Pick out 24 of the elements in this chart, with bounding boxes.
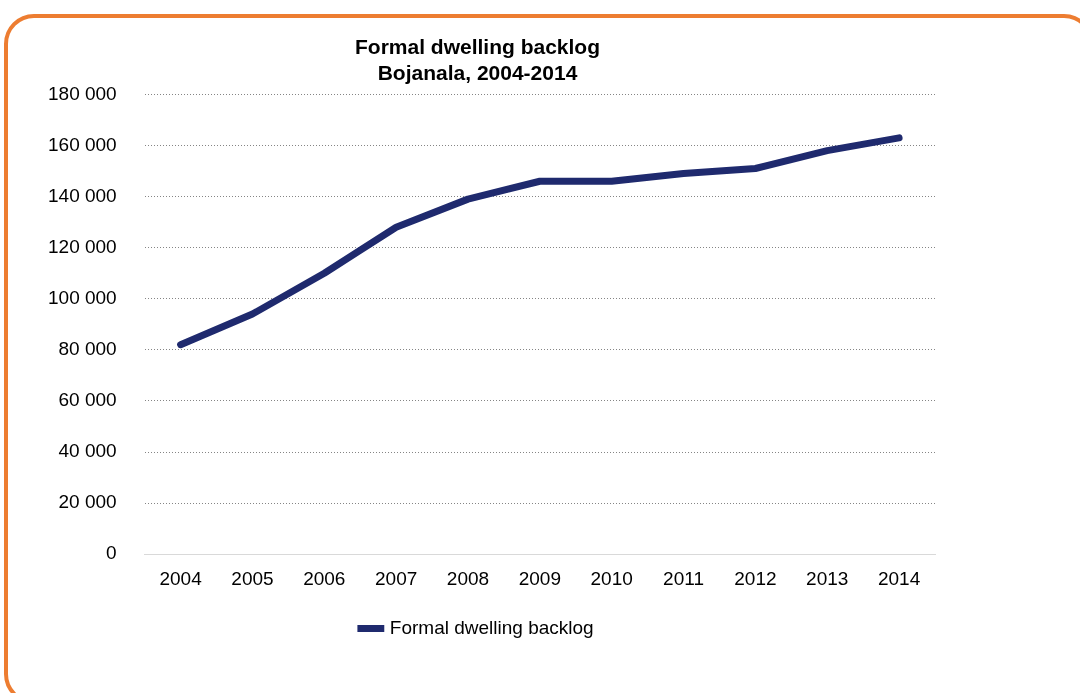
x-tick-label: 2011	[663, 567, 704, 589]
x-tick-label: 2006	[303, 567, 346, 589]
x-tick-label: 2009	[518, 567, 561, 589]
y-tick-label: 120 000	[47, 235, 117, 257]
y-tick-label: 40 000	[58, 440, 117, 462]
x-tick-label: 2004	[159, 567, 203, 589]
x-tick-label: 2005	[231, 567, 274, 589]
x-tick-label: 2008	[446, 567, 490, 589]
y-tick-label: 0	[106, 542, 117, 564]
x-tick-label: 2013	[806, 567, 849, 589]
y-tick-label: 100 000	[47, 286, 117, 308]
y-tick-label: 80 000	[58, 338, 117, 360]
x-tick-label: 2007	[375, 567, 418, 589]
y-tick-label: 60 000	[58, 389, 117, 411]
x-tick-label: 2012	[734, 567, 777, 589]
x-tick-label: 2014	[877, 567, 921, 589]
chart-title: Formal dwelling backlog	[354, 35, 601, 59]
legend-label: Formal dwelling backlog	[389, 616, 594, 638]
x-tick-label: 2010	[590, 567, 633, 589]
chart-subtitle: Bojanala, 2004-2014	[377, 60, 578, 84]
y-tick-label: 140 000	[47, 184, 117, 206]
y-tick-label: 180 000	[47, 82, 117, 104]
y-tick-label: 20 000	[58, 491, 117, 513]
y-tick-label: 160 000	[47, 133, 117, 155]
